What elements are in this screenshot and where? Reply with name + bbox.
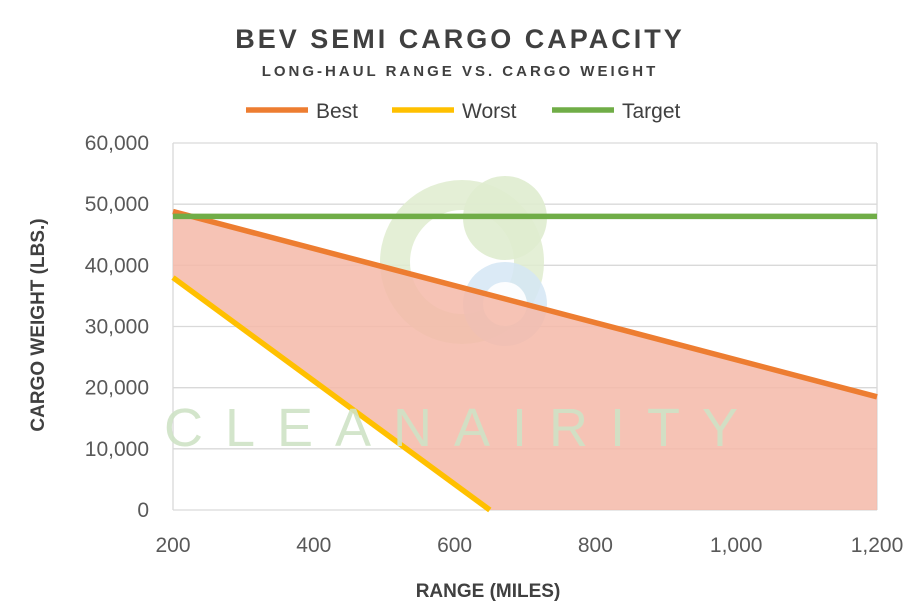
x-tick-label: 1,000 (710, 534, 763, 557)
x-tick-label: 600 (437, 534, 472, 557)
series-line-worst (171, 275, 492, 513)
chart-subtitle: LONG-HAUL RANGE VS. CARGO WEIGHT (262, 63, 659, 80)
legend-label-best: Best (316, 100, 358, 123)
y-tick-label: 50,000 (85, 193, 149, 216)
x-tick-label: 1,200 (851, 534, 904, 557)
shaded-region (173, 211, 877, 511)
y-tick-label: 30,000 (85, 316, 149, 339)
chart-title: BEV SEMI CARGO CAPACITY (235, 24, 685, 54)
y-axis-title: CARGO WEIGHT (LBS.) (28, 218, 49, 431)
series-line-best (172, 208, 878, 400)
x-tick-label: 800 (578, 534, 613, 557)
y-tick-label: 0 (137, 499, 149, 522)
y-axis-ticks: 0 10,000 20,000 30,000 40,000 50,000 60,000 (85, 132, 149, 522)
series-lines (171, 208, 878, 513)
legend: Best Worst Target (246, 100, 681, 123)
watermark-text: CLEANAIRITY (164, 398, 760, 458)
legend-label-target: Target (622, 100, 681, 123)
y-tick-label: 10,000 (85, 438, 149, 461)
y-tick-label: 20,000 (85, 377, 149, 400)
x-tick-label: 200 (155, 534, 190, 557)
legend-label-worst: Worst (462, 100, 517, 123)
x-axis-title: RANGE (MILES) (416, 581, 561, 602)
x-axis-ticks: 200 400 600 800 1,000 1,200 (155, 534, 903, 557)
shaded-area (173, 211, 877, 511)
x-tick-label: 400 (296, 534, 331, 557)
y-tick-label: 60,000 (85, 132, 149, 155)
y-tick-label: 40,000 (85, 254, 149, 277)
